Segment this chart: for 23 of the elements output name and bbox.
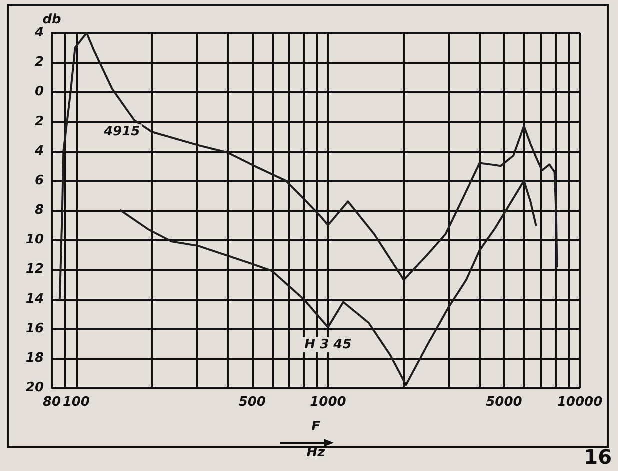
- y-tick-label: 6: [34, 173, 44, 188]
- y-tick-label: 12: [26, 262, 44, 278]
- y-tick-label: 0: [34, 84, 44, 100]
- text: 16: [584, 445, 612, 469]
- y-tick-label: 4: [34, 26, 44, 40]
- y-axis-title: db: [42, 12, 62, 28]
- y-tick-label: 8: [34, 203, 44, 218]
- series-label: 4915: [103, 124, 140, 140]
- x-tick-label: 80: [42, 395, 62, 410]
- x-tick-label: 100: [62, 395, 90, 410]
- y-tick-label: 2: [34, 114, 44, 130]
- series-label: H 3 45: [304, 337, 352, 352]
- y-tick-label: 14: [26, 292, 44, 307]
- x-tick-label: 10000: [557, 395, 603, 410]
- y-tick-label: 2: [34, 55, 44, 70]
- x-tick-label: 5000: [486, 395, 522, 410]
- y-tick-label: 18: [26, 351, 44, 366]
- x-tick-label: 1000: [310, 395, 346, 410]
- x-tick-label: 500: [238, 395, 266, 410]
- y-tick-label: 20: [26, 380, 44, 396]
- y-tick-label: 4: [34, 144, 44, 159]
- y-tick-label: 16: [26, 321, 44, 336]
- y-tick-label: 10: [26, 232, 44, 248]
